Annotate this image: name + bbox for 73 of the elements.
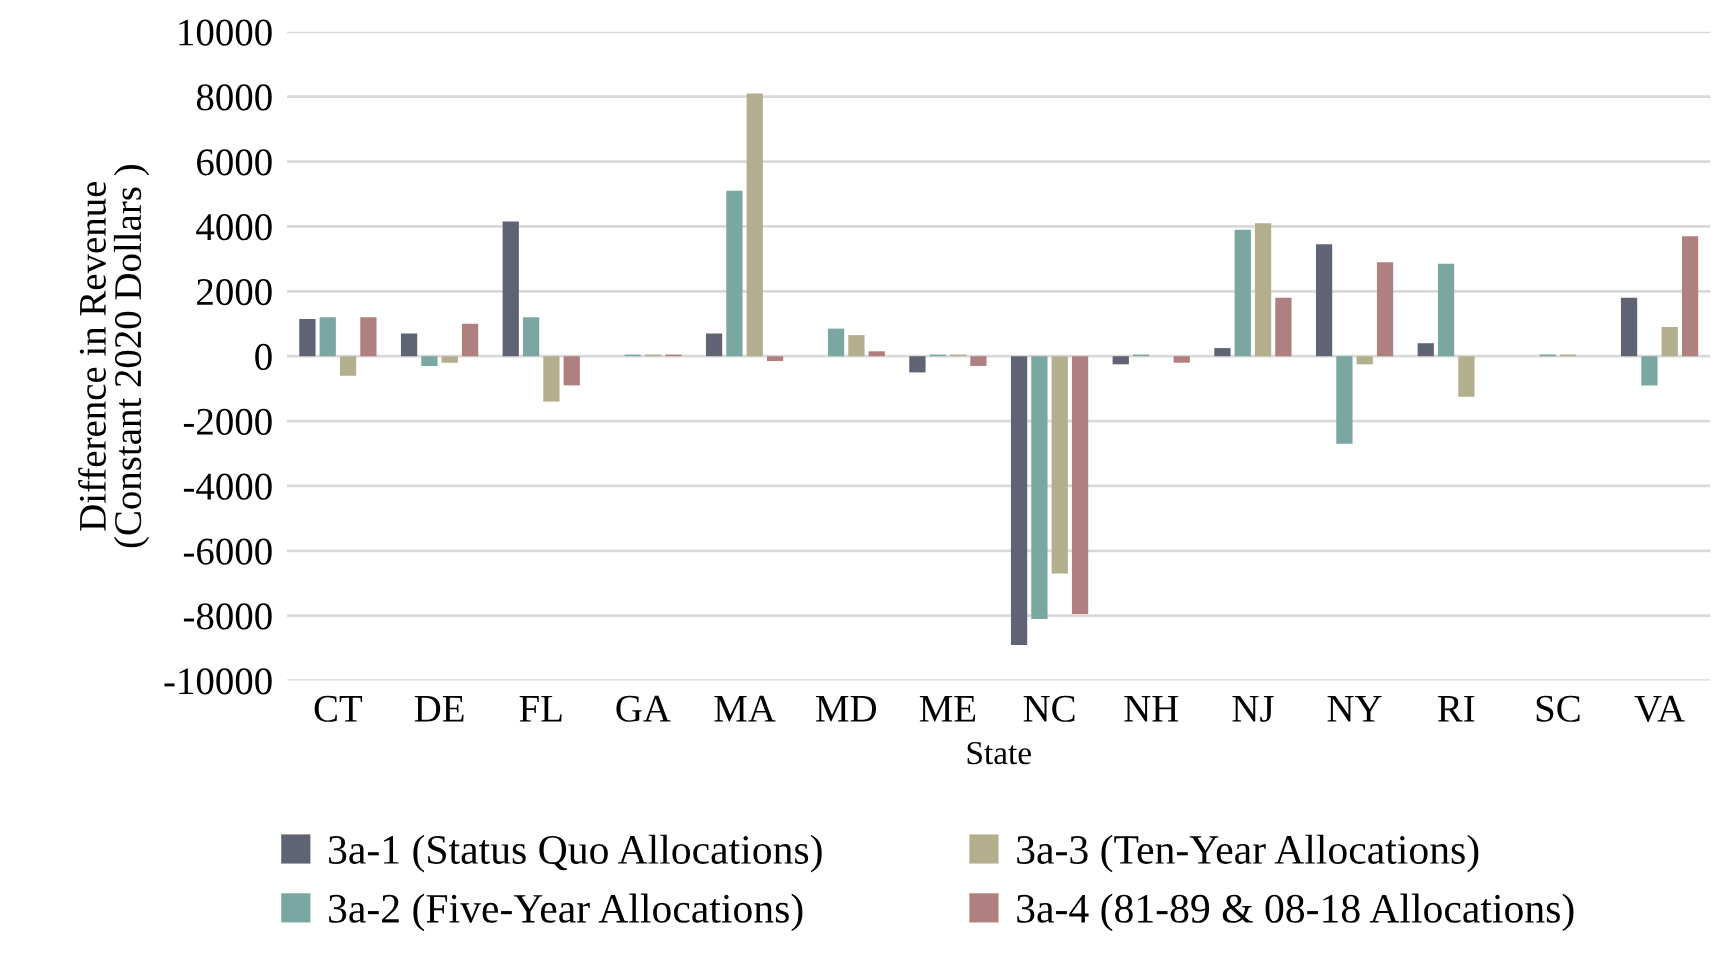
bar xyxy=(1376,262,1394,357)
y-tick-label: 6000 xyxy=(197,149,272,176)
bar xyxy=(1641,356,1658,386)
bar xyxy=(543,356,560,402)
legend-label: 3a-4 (81-89 & 08-18 Allocations) xyxy=(1017,893,1574,932)
x-tick-label: MA xyxy=(714,695,776,722)
y-tick-label: -6000 xyxy=(183,538,272,565)
y-axis-title: Difference in Revenue (Constant 2020 Dollars ) xyxy=(78,165,150,548)
bar xyxy=(502,221,519,357)
y-tick-label: 2000 xyxy=(197,278,272,306)
bar xyxy=(461,323,479,357)
x-axis-title: State xyxy=(967,741,1031,765)
bar xyxy=(1315,244,1333,357)
bar xyxy=(1620,297,1638,357)
bar xyxy=(1417,343,1434,357)
bar xyxy=(970,356,987,366)
bar xyxy=(1112,356,1129,365)
y-tick-label: 0 xyxy=(255,343,272,371)
x-tick-label: DE xyxy=(414,695,464,722)
y-tick-label: 10000 xyxy=(179,19,272,46)
legend-label: 3a-1 (Status Quo Allocations) xyxy=(329,834,822,873)
bar xyxy=(339,356,357,376)
bar xyxy=(563,356,580,386)
bar xyxy=(1356,356,1373,365)
x-tick-label: VA xyxy=(1634,695,1685,723)
bar xyxy=(1051,356,1068,574)
x-tick-label: NY xyxy=(1327,695,1382,722)
y-tick-label: 4000 xyxy=(196,214,272,241)
bar xyxy=(1275,297,1292,357)
bar xyxy=(441,356,458,363)
bar xyxy=(1458,356,1475,397)
y-tick-label: -4000 xyxy=(183,473,272,500)
bar xyxy=(421,356,438,366)
x-tick-label: NC xyxy=(1023,695,1075,722)
bar xyxy=(522,317,540,357)
bar xyxy=(1173,356,1190,363)
x-tick-label: RI xyxy=(1437,695,1475,722)
bar xyxy=(1010,356,1028,645)
legend-label: 3a-3 (Ten-Year Allocations) xyxy=(1017,834,1479,873)
bar xyxy=(1031,356,1048,619)
bar xyxy=(746,93,763,357)
bar xyxy=(1336,356,1353,444)
x-tick-label: MD xyxy=(816,695,877,722)
x-tick-label: NJ xyxy=(1232,695,1274,722)
bar xyxy=(848,335,865,357)
bar xyxy=(1071,356,1089,615)
bar xyxy=(909,356,926,373)
bar xyxy=(1254,223,1272,357)
bar xyxy=(1661,327,1678,357)
y-tick-label: -8000 xyxy=(183,603,272,630)
y-tick-label: -10000 xyxy=(164,668,272,695)
bar xyxy=(400,333,418,357)
x-tick-label: GA xyxy=(616,695,671,722)
bar xyxy=(705,333,723,357)
bar xyxy=(766,356,784,362)
x-tick-label: FL xyxy=(519,695,562,722)
bar xyxy=(360,317,377,357)
y-tick-label: -2000 xyxy=(183,408,272,435)
y-tick-label: 8000 xyxy=(196,84,272,111)
x-tick-label: SC xyxy=(1536,695,1580,722)
bar xyxy=(726,190,743,357)
bar xyxy=(1437,263,1455,357)
bar xyxy=(319,317,336,357)
x-tick-label: CT xyxy=(314,695,363,722)
legend-label: 3a-2 (Five-Year Allocations) xyxy=(329,893,803,932)
bar xyxy=(299,318,316,357)
bar xyxy=(1681,236,1699,357)
x-tick-label: NH xyxy=(1124,695,1179,722)
bar xyxy=(1234,229,1251,357)
bar xyxy=(1214,348,1231,357)
bar xyxy=(868,351,885,357)
x-tick-label: ME xyxy=(919,695,976,722)
bar xyxy=(827,328,845,357)
